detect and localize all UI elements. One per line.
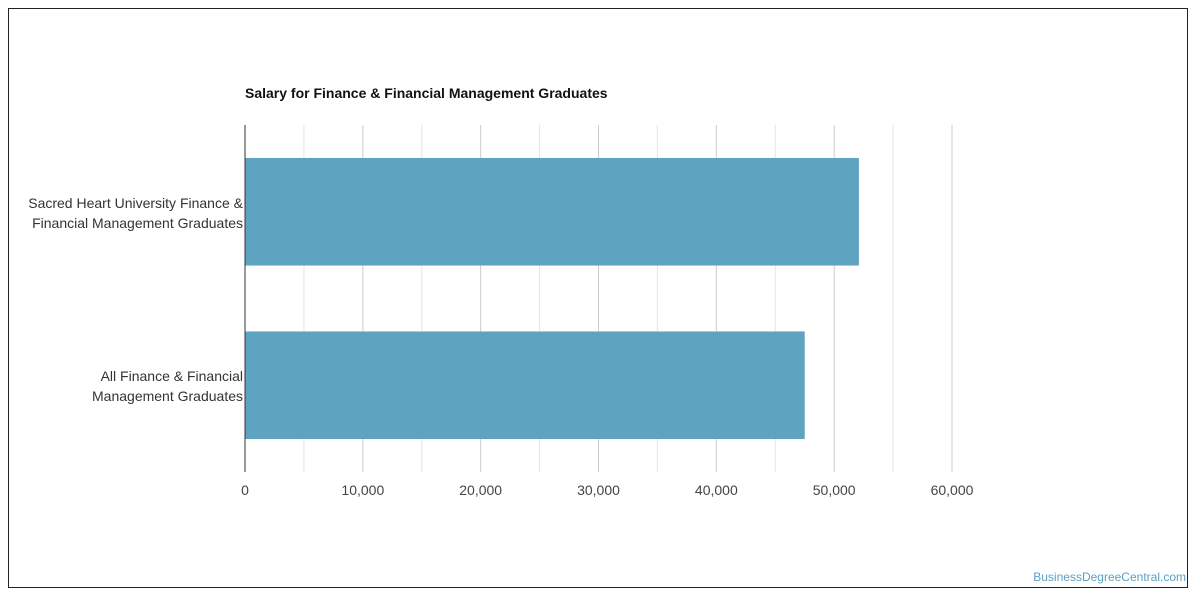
category-label-line: All Finance & Financial xyxy=(100,368,243,384)
chart-frame xyxy=(8,8,1188,588)
bar-0 xyxy=(245,157,859,266)
x-tick-label: 60,000 xyxy=(931,482,974,498)
category-label-all: All Finance & Financial Management Gradu… xyxy=(3,366,243,406)
category-label-line: Financial Management Graduates xyxy=(32,215,243,231)
x-tick-label: 50,000 xyxy=(813,482,856,498)
bar-1 xyxy=(245,331,805,440)
x-tick-label: 30,000 xyxy=(577,482,620,498)
x-tick-label: 40,000 xyxy=(695,482,738,498)
x-tick-label: 10,000 xyxy=(341,482,384,498)
category-label-sacred-heart: Sacred Heart University Finance & Financ… xyxy=(3,193,243,233)
watermark[interactable]: BusinessDegreeCentral.com xyxy=(1033,570,1186,584)
x-tick-label: 20,000 xyxy=(459,482,502,498)
x-tick-label: 0 xyxy=(241,482,249,498)
chart-title: Salary for Finance & Financial Managemen… xyxy=(245,85,608,101)
category-label-line: Sacred Heart University Finance & xyxy=(28,195,243,211)
category-label-line: Management Graduates xyxy=(92,388,243,404)
